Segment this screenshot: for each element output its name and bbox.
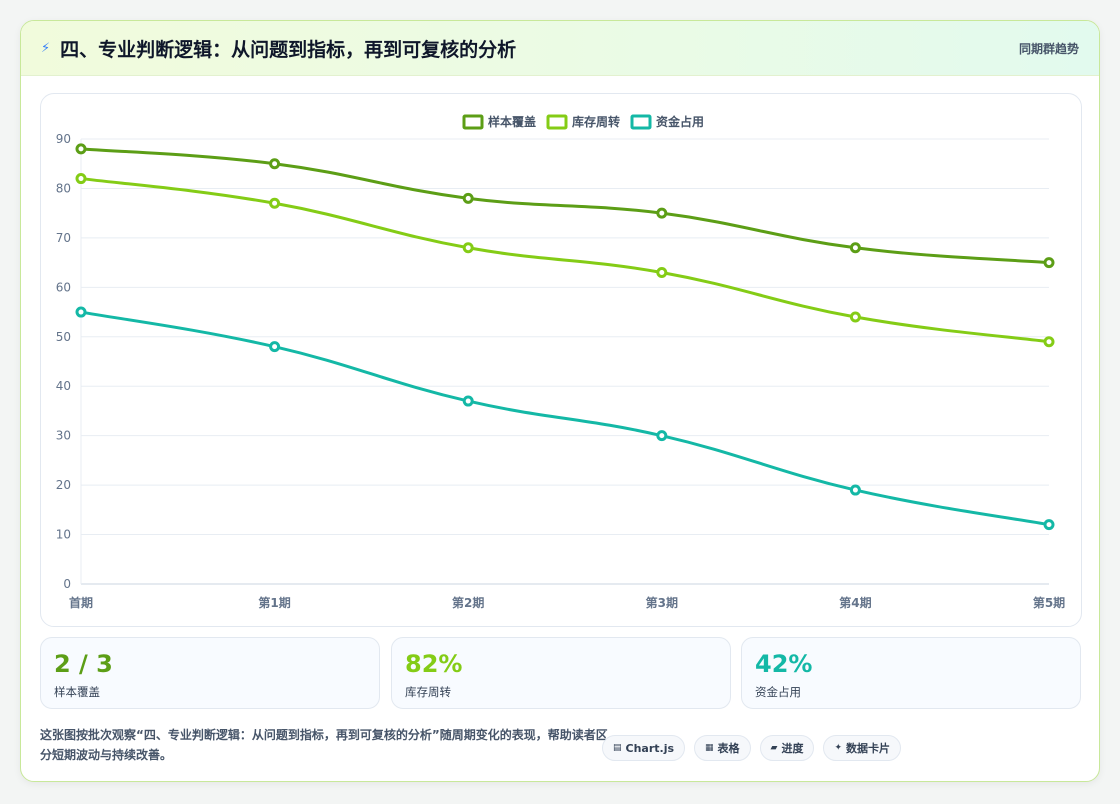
y-tick-label: 0 — [63, 577, 71, 591]
data-point — [849, 242, 861, 254]
data-point — [656, 267, 668, 278]
chip-data-cards[interactable]: ✦ 数据卡片 — [823, 735, 901, 761]
data-point — [656, 207, 668, 219]
chip-label: 表格 — [717, 742, 740, 755]
data-point — [269, 197, 281, 209]
x-tick-label: 首期 — [69, 595, 93, 610]
data-point — [849, 484, 861, 496]
kpi-card-inventory-turnover: 82% 库存周转 — [391, 637, 731, 709]
y-tick-label: 30 — [56, 429, 71, 443]
line-chart-svg: 0 10 20 30 40 50 60 70 80 90 首期 第1期 第2期 第3期 第4期 第5期 样本覆盖… — [56, 114, 1065, 610]
y-tick-label: 20 — [56, 478, 71, 492]
chip-label: 数据卡片 — [846, 742, 890, 755]
series-line-2 — [79, 310, 1051, 527]
series-line-1 — [79, 177, 1051, 344]
kpi-value: 42% — [755, 650, 813, 678]
data-point — [1043, 519, 1055, 531]
x-tick-label: 第3期 — [646, 595, 678, 610]
chip-label: Chart.js — [625, 741, 675, 755]
lightning-icon: ⚡ — [41, 40, 51, 56]
chart-description: 这张图按批次观察“四、专业判断逻辑：从问题到指标，再到可复核的分析”随周期变化的… — [40, 728, 608, 762]
x-tick-label: 第2期 — [452, 595, 484, 610]
chip-table[interactable]: ▦ 表格 — [694, 735, 751, 761]
card-title: 四、专业判断逻辑：从问题到指标，再到可复核的分析 — [60, 38, 517, 61]
legend-label: 样本覆盖 — [488, 114, 536, 129]
y-tick-label: 10 — [56, 528, 71, 542]
card-header: ⚡ 四、专业判断逻辑：从问题到指标，再到可复核的分析 同期群趋势 — [21, 21, 1099, 76]
data-point — [269, 341, 281, 353]
line-chart: 0 10 20 30 40 50 60 70 80 90 首期 第1期 第2期 第3期 第4期 第5期 样本覆盖… — [40, 93, 1082, 627]
kpi-label: 库存周转 — [405, 685, 451, 699]
kpi-label: 样本覆盖 — [54, 685, 100, 699]
y-tick-label: 40 — [56, 379, 71, 393]
trend-card: ⚡ 四、专业判断逻辑：从问题到指标，再到可复核的分析 同期群趋势 0 10 20 30… — [20, 20, 1100, 782]
data-point — [656, 430, 668, 442]
kpi-label: 资金占用 — [755, 685, 801, 699]
tech-chips: ▤ Chart.js ▦ 表格 ▰ 进度 ✦ 数据卡片 — [601, 735, 901, 761]
chip-chartjs[interactable]: ▤ Chart.js — [601, 735, 686, 761]
kpi-card-sample-coverage: 2 / 3 样本覆盖 — [40, 637, 380, 709]
legend-label: 库存周转 — [572, 114, 620, 129]
data-point — [1043, 257, 1055, 269]
progress-icon: ▰ — [770, 743, 778, 753]
series-line-0 — [79, 147, 1051, 265]
legend-swatch — [462, 114, 484, 130]
y-tick-label: 60 — [56, 280, 71, 294]
chip-progress[interactable]: ▰ 进度 — [759, 735, 815, 761]
legend-swatch — [546, 114, 568, 130]
cohort-trend-link[interactable]: 同期群趋势 — [1018, 41, 1079, 56]
data-point — [75, 306, 87, 318]
y-tick-label: 90 — [56, 132, 71, 146]
legend-swatch — [630, 114, 652, 130]
legend-label: 资金占用 — [656, 114, 704, 129]
data-point — [75, 173, 87, 185]
sparkle-icon: ✦ — [834, 743, 842, 753]
data-point — [849, 311, 861, 323]
chip-label: 进度 — [781, 742, 804, 755]
x-tick-label: 第5期 — [1033, 595, 1065, 610]
data-point — [1043, 336, 1055, 348]
y-tick-label: 80 — [56, 181, 71, 195]
data-point — [75, 143, 87, 155]
data-point — [269, 158, 281, 170]
data-point — [462, 395, 474, 407]
chart-icon: ▤ — [612, 743, 622, 753]
y-tick-label: 50 — [56, 330, 71, 344]
kpi-row: 2 / 3 样本覆盖 82% 库存周转 42% 资金占用 — [40, 637, 1082, 709]
kpi-card-capital-occupation: 42% 资金占用 — [741, 637, 1081, 709]
kpi-value: 2 / 3 — [54, 650, 113, 678]
kpi-value: 82% — [405, 650, 463, 678]
x-tick-label: 第4期 — [839, 595, 871, 610]
data-point — [462, 242, 474, 254]
data-point — [462, 192, 474, 204]
y-tick-label: 70 — [56, 231, 71, 245]
table-icon: ▦ — [705, 743, 714, 753]
x-tick-label: 第1期 — [258, 595, 290, 610]
